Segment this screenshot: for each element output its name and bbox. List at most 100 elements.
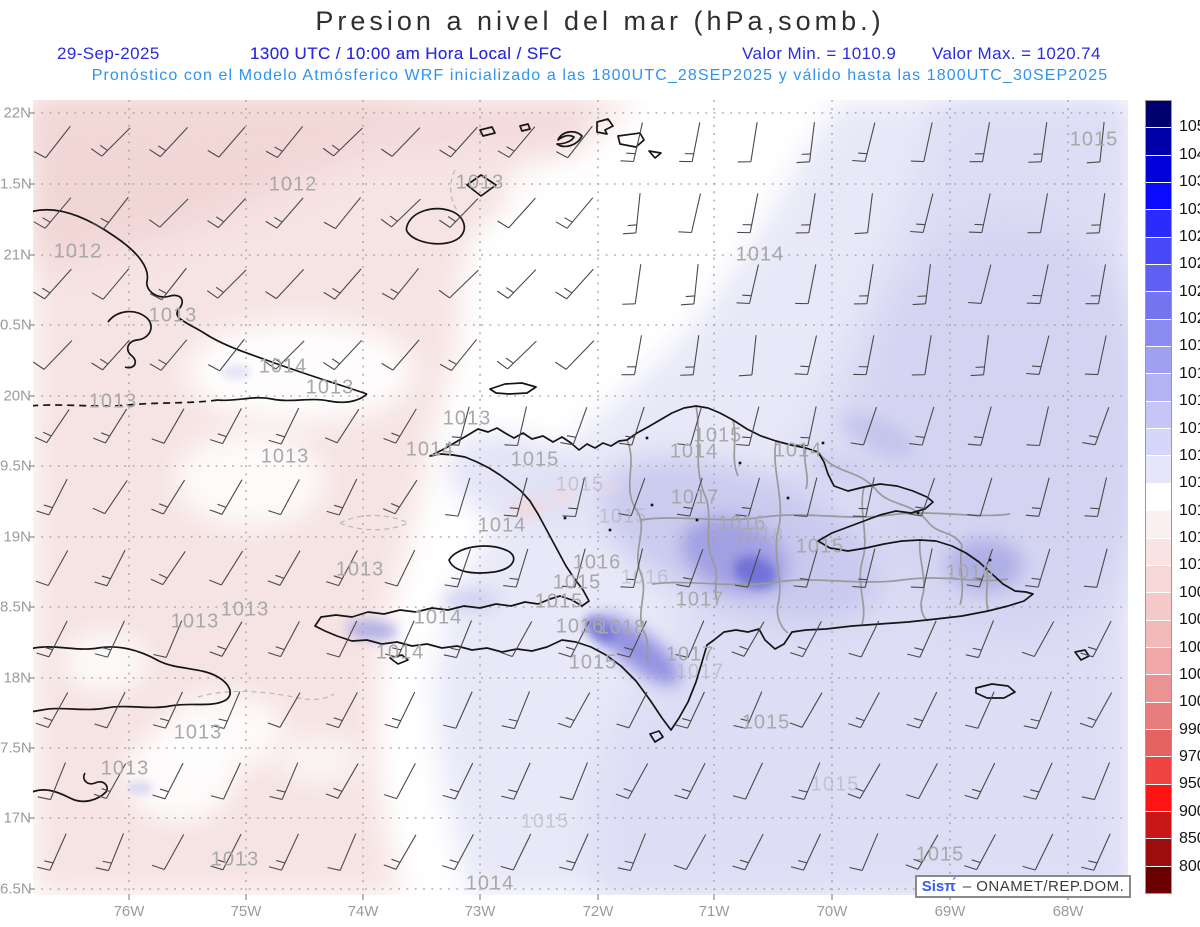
lat-label: 6.5N bbox=[0, 880, 32, 898]
colorbar-cell bbox=[1146, 810, 1171, 839]
coastline bbox=[479, 126, 496, 137]
contour-label: 1014 bbox=[405, 438, 455, 461]
wind-barb-tick bbox=[906, 723, 920, 729]
wind-barb-shaft bbox=[635, 193, 641, 233]
wind-barb-shaft bbox=[394, 479, 418, 515]
wind-barb-tick bbox=[794, 373, 808, 376]
wind-barb-tick bbox=[90, 148, 103, 157]
wind-barb-tick bbox=[276, 789, 286, 793]
contour-label: 1015 bbox=[555, 473, 605, 496]
station-dot bbox=[738, 461, 742, 465]
wind-barb-tick bbox=[275, 433, 285, 438]
value-min-label: Valor Min. = 1010.9 bbox=[742, 44, 897, 63]
wind-barbs bbox=[33, 122, 1113, 872]
pressure-shading bbox=[505, 162, 585, 218]
wind-barb-tick bbox=[333, 717, 343, 722]
coastline bbox=[217, 393, 368, 404]
wind-barb-tick bbox=[326, 723, 339, 729]
wind-barb-tick bbox=[505, 357, 514, 364]
wind-barb-tick bbox=[565, 646, 575, 651]
wind-barb-shaft bbox=[280, 621, 300, 657]
pressure-shading bbox=[550, 490, 574, 504]
coastline bbox=[617, 132, 645, 148]
wind-barb-tick bbox=[207, 220, 219, 229]
wind-barb-shaft bbox=[449, 198, 479, 228]
wind-barb-tick bbox=[501, 795, 514, 800]
colorbar-cell bbox=[1146, 182, 1171, 210]
wind-barb-tick bbox=[33, 361, 45, 370]
wind-barb-shaft bbox=[1038, 335, 1050, 375]
station-dot bbox=[821, 441, 825, 445]
wind-barb-shaft bbox=[217, 269, 247, 299]
wind-barb-shaft bbox=[396, 763, 416, 799]
wind-barb-tick bbox=[972, 647, 982, 651]
wind-barb-shaft bbox=[279, 550, 301, 586]
wind-barb-tick bbox=[964, 865, 977, 871]
wind-barb-tick bbox=[383, 864, 397, 870]
wind-barb-tick bbox=[381, 362, 394, 371]
wind-barb-tick bbox=[799, 578, 809, 581]
contour-label: 1015 bbox=[795, 535, 845, 558]
wind-barb-tick bbox=[323, 291, 336, 300]
lat-label: 21N bbox=[3, 246, 31, 264]
colorbar-label: 1010 bbox=[1179, 556, 1200, 574]
wind-barb-tick bbox=[623, 788, 633, 793]
wind-barb-tick bbox=[504, 444, 518, 447]
wind-barb-shaft bbox=[513, 762, 531, 800]
wind-barb-shaft bbox=[338, 478, 358, 516]
wind-barb-tick bbox=[734, 584, 748, 588]
wind-barb-tick bbox=[100, 217, 109, 223]
wind-barb-shaft bbox=[223, 691, 241, 729]
wind-barb-tick bbox=[854, 232, 868, 235]
wind-barb-tick bbox=[331, 144, 340, 151]
lat-label: 1.5N bbox=[0, 175, 32, 193]
pressure-shading bbox=[33, 100, 600, 160]
wind-barb-tick bbox=[264, 361, 277, 370]
wind-barb-tick bbox=[217, 503, 227, 508]
colorbar-label: 1028 bbox=[1179, 227, 1200, 245]
wind-barb-shaft bbox=[165, 691, 183, 729]
wind-barb-tick bbox=[209, 651, 223, 657]
isobar-line bbox=[339, 514, 410, 531]
wind-barb-tick bbox=[37, 866, 50, 871]
contour-label: 1017 bbox=[665, 643, 715, 666]
wind-barb-tick bbox=[1023, 795, 1036, 800]
colorbar-label: 1000 bbox=[1179, 693, 1200, 711]
wind-barb-tick bbox=[497, 290, 509, 299]
wind-barb-tick bbox=[625, 435, 635, 438]
wind-barb-shaft bbox=[507, 340, 537, 370]
lon-label: 69W bbox=[934, 903, 966, 920]
wind-barb-shaft bbox=[634, 264, 642, 304]
contour-label: 1015 bbox=[568, 651, 618, 674]
colorbar-cell bbox=[1146, 564, 1171, 593]
wind-barb-shaft bbox=[745, 762, 763, 800]
wind-barb-shaft bbox=[102, 339, 130, 371]
wind-barb-tick bbox=[443, 724, 456, 729]
wind-barb-tick bbox=[736, 443, 750, 446]
wind-barb-tick bbox=[790, 652, 803, 658]
wind-barb-shaft bbox=[334, 268, 362, 300]
lat-label: 17N bbox=[3, 809, 31, 827]
wind-barb-shaft bbox=[693, 264, 699, 304]
wind-barb-shaft bbox=[743, 621, 765, 657]
contour-label: 1018 bbox=[735, 524, 785, 547]
wind-barb-shaft bbox=[333, 339, 363, 371]
wind-barb-tick bbox=[99, 144, 108, 151]
wind-barb-tick bbox=[207, 149, 220, 158]
wind-barb-tick bbox=[442, 794, 456, 800]
contour-label: 1014 bbox=[413, 606, 463, 629]
wind-barb-tick bbox=[443, 654, 457, 659]
wind-barb-tick bbox=[508, 718, 518, 722]
wind-barb-shaft bbox=[1039, 264, 1049, 304]
wind-barb-tick bbox=[210, 439, 223, 445]
station-dot bbox=[650, 503, 654, 507]
wind-barb-tick bbox=[42, 217, 51, 223]
wind-barb-tick bbox=[445, 513, 459, 517]
colorbar-label: 1008 bbox=[1179, 583, 1200, 601]
wind-barb-shaft bbox=[865, 335, 875, 375]
wind-barb-tick bbox=[93, 437, 106, 444]
wind-barb-tick bbox=[617, 867, 631, 872]
wind-barb-tick bbox=[970, 374, 984, 377]
colorbar-cell bbox=[1146, 838, 1171, 866]
wind-barb-shaft bbox=[1093, 833, 1111, 871]
